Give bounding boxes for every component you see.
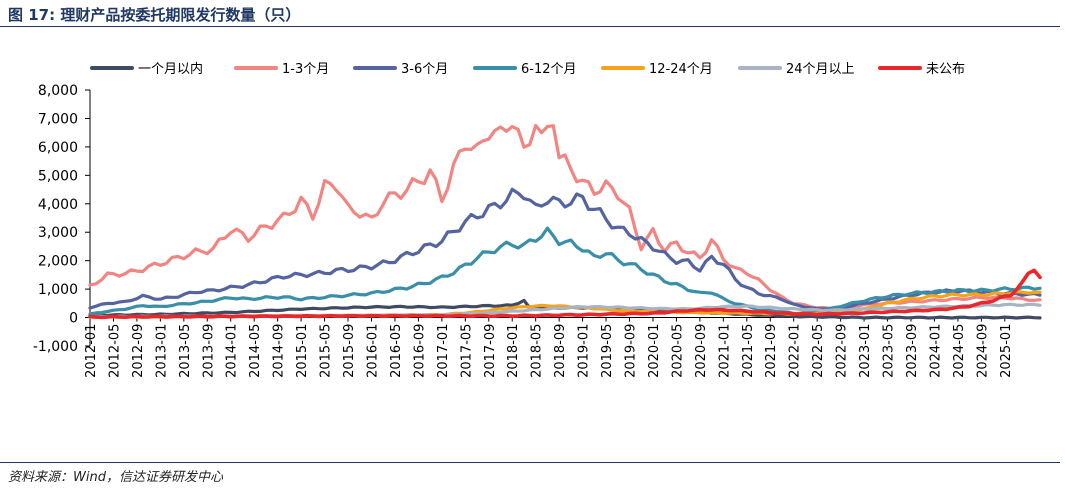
x-tick-label: 2024-01 [928,324,943,378]
x-tick-label: 2023-09 [905,324,920,378]
x-axis: 2012-01 2012-05 2012-09 2013-01 2013-05 2013-… [84,317,1040,378]
x-tick-label: 2020-05 [670,324,685,378]
legend-label: 一个月以内 [138,61,203,77]
series-line-4 [88,226,1042,316]
legend-label: 24个月以上 [786,62,855,77]
x-tick-label: 2016-09 [412,324,427,378]
series-lines [88,123,1042,320]
x-tick-label: 2012-01 [84,324,99,378]
legend-label: 未公布 [926,62,965,77]
x-tick-label: 2019-05 [600,324,615,378]
x-tick-label: 2024-09 [975,324,990,378]
chart-legend: 一个月以内 1-3个月 3-6个月 6-12个月 12-24个月 24个月以上 未公布 [90,61,965,77]
x-tick-label: 2020-01 [647,324,662,378]
x-tick-label: 2014-09 [272,324,287,378]
x-tick-label: 2013-05 [178,324,193,378]
y-axis: -1,000 0 1,000 2,000 3,000 4,000 5,000 6,000 7,0… [33,83,91,355]
legend-label: 6-12个月 [521,62,577,77]
series-line-7 [88,268,1042,320]
x-tick-label: 2017-09 [483,324,498,378]
legend-label: 12-24个月 [649,62,713,77]
x-tick-label: 2013-01 [154,324,169,378]
y-tick-label: 5,000 [38,168,78,184]
figure-title-text: 理财产品按委托期限发行数量（只） [60,6,301,24]
x-tick-label: 2016-01 [365,324,380,378]
x-tick-label: 2022-01 [788,324,803,378]
x-tick-label: 2024-05 [952,324,967,378]
x-tick-label: 2019-09 [624,324,639,378]
x-tick-label: 2014-01 [225,324,240,378]
legend-label: 1-3个月 [282,62,329,77]
title-rule [0,26,1060,27]
y-tick-label: 1,000 [38,282,78,298]
x-tick-label: 2015-05 [319,324,334,378]
y-tick-label: 7,000 [38,111,78,127]
source-rule [0,462,1060,463]
x-tick-label: 2023-01 [858,324,873,378]
x-tick-label: 2019-01 [577,324,592,378]
x-tick-label: 2020-09 [694,324,709,378]
series-line-2 [88,123,1042,311]
y-tick-label: 4,000 [38,197,78,213]
y-tick-label: 6,000 [38,140,78,156]
x-tick-label: 2015-09 [342,324,357,378]
x-tick-label: 2015-01 [295,324,310,378]
x-tick-label: 2014-05 [248,324,263,378]
x-tick-label: 2021-01 [717,324,732,378]
y-tick-label: 2,000 [38,254,78,270]
x-tick-label: 2021-05 [741,324,756,378]
y-tick-label: 0 [69,311,78,327]
x-tick-label: 2025-01 [999,324,1014,378]
x-tick-label: 2012-09 [131,324,146,378]
y-tick-label: 8,000 [38,83,78,99]
x-tick-label: 2022-09 [835,324,850,378]
x-tick-label: 2018-01 [506,324,521,378]
legend-label: 3-6个月 [401,62,448,77]
figure-title: 图 17: 理财产品按委托期限发行数量（只） [8,4,300,25]
figure-label: 图 17: [8,6,56,24]
x-tick-label: 2012-05 [107,324,122,378]
x-tick-label: 2013-09 [201,324,216,378]
y-tick-label: -1,000 [33,339,78,355]
x-tick-label: 2021-09 [764,324,779,378]
y-tick-label: 3,000 [38,225,78,241]
x-tick-label: 2017-05 [459,324,474,378]
x-tick-label: 2017-01 [436,324,451,378]
x-tick-label: 2016-05 [389,324,404,378]
x-tick-label: 2023-05 [882,324,897,378]
x-tick-label: 2022-05 [811,324,826,378]
source-note: 资料来源：Wind，信达证券研发中心 [8,470,223,485]
x-tick-label: 2018-09 [553,324,568,378]
series-line-3 [88,187,1042,311]
x-tick-label: 2018-05 [530,324,545,378]
